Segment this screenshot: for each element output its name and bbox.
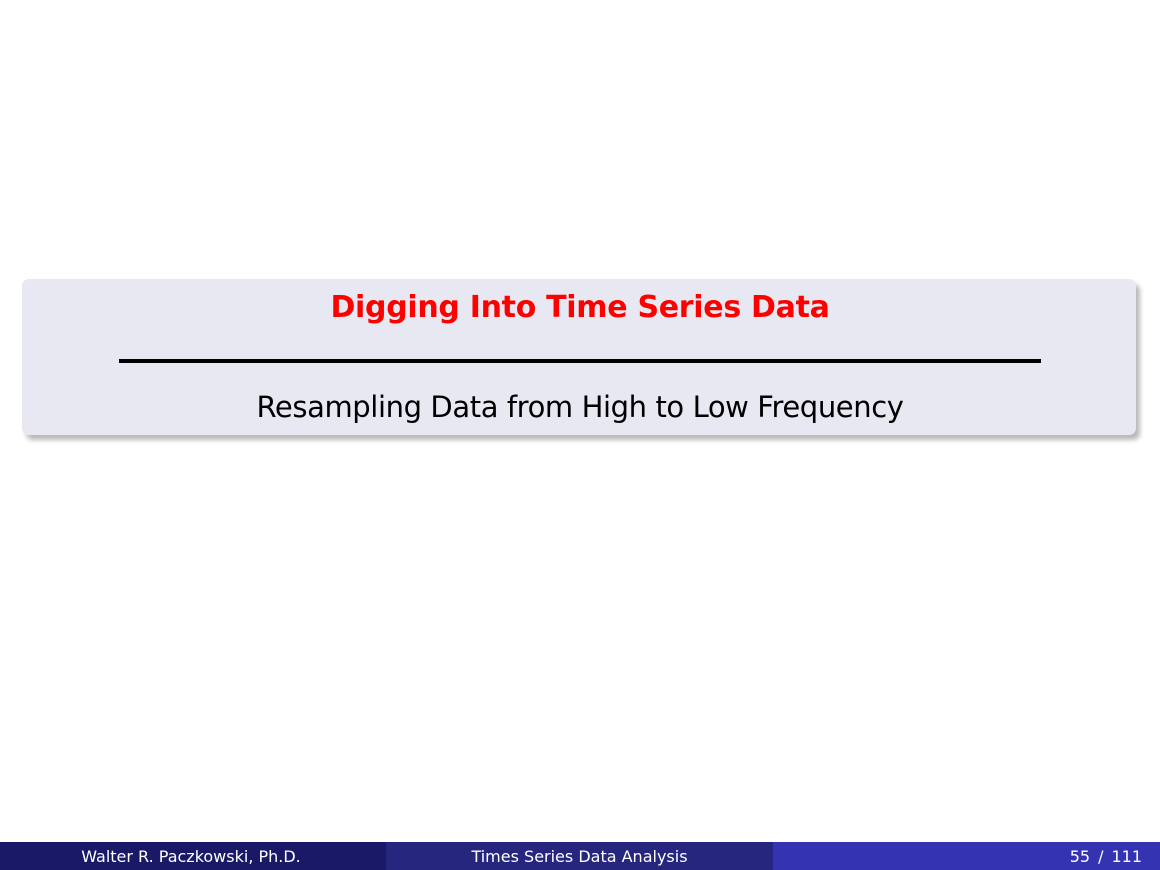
page-current: 55 <box>1069 846 1091 866</box>
footer-author: Walter R. Paczkowski, Ph.D. <box>0 842 386 870</box>
section-title-box <box>22 279 1136 435</box>
footer-author-label: Walter R. Paczkowski, Ph.D. <box>81 846 301 866</box>
subsection-title: Resampling Data from High to Low Frequen… <box>256 390 904 424</box>
footer-page-number: 55 / 111 <box>773 842 1160 870</box>
section-title: Digging Into Time Series Data <box>330 290 830 325</box>
page-separator: / <box>1098 846 1104 866</box>
footer-bar: Walter R. Paczkowski, Ph.D. Times Series… <box>0 842 1160 870</box>
footer-presentation-title: Times Series Data Analysis <box>386 842 773 870</box>
section-divider <box>119 359 1041 363</box>
footer-title-label: Times Series Data Analysis <box>471 846 688 866</box>
page-total: 111 <box>1111 846 1142 866</box>
